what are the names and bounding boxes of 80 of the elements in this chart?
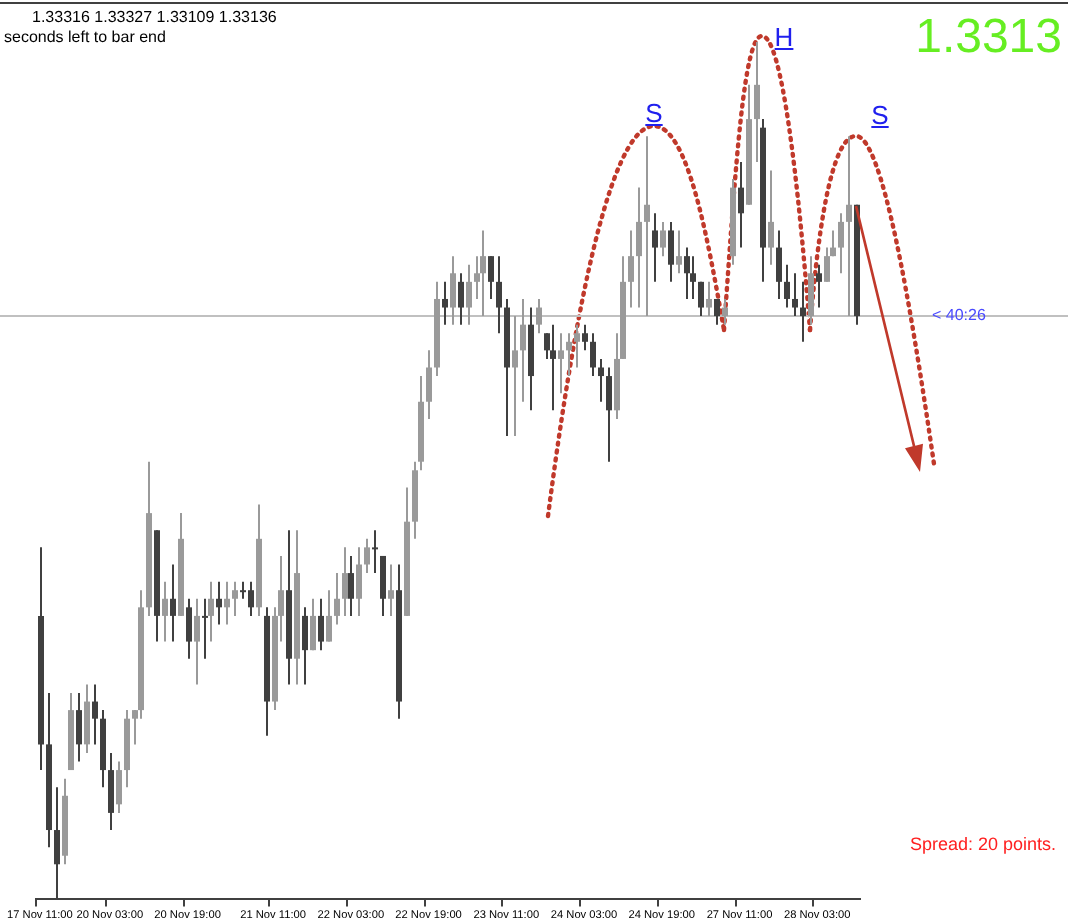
candlestick [768, 169, 774, 266]
candlestick [480, 229, 486, 318]
candlestick [194, 597, 200, 686]
candlestick [838, 212, 844, 275]
candlestick [224, 580, 230, 626]
candlestick [356, 546, 362, 617]
candlestick [644, 135, 650, 318]
candlestick [162, 580, 168, 643]
candlestick [606, 366, 612, 463]
candlestick [348, 554, 354, 617]
text: Spread: 20 points. [909, 834, 1056, 854]
candlestick [574, 323, 580, 369]
candlestick [170, 563, 176, 643]
candlestick [364, 537, 370, 575]
candlestick [558, 332, 564, 395]
text: 1.33316 1.33327 1.33109 1.33136 [32, 8, 278, 26]
candlestick [598, 357, 604, 403]
annotation: seconds left to bar end [4, 28, 166, 46]
candlestick [792, 272, 798, 318]
candlestick [442, 280, 448, 326]
candlestick [116, 760, 122, 814]
candlestick [590, 332, 596, 378]
candlestick [722, 297, 728, 326]
candlestick [310, 597, 316, 652]
candlestick [76, 691, 82, 763]
candlestick [520, 297, 526, 403]
candlestick [660, 220, 666, 258]
candlestick [326, 589, 332, 643]
candlestick [636, 186, 642, 309]
candlestick [566, 332, 572, 378]
candlestick [84, 683, 90, 754]
candlestick [488, 255, 494, 300]
candlestick [388, 563, 394, 617]
candlestick [108, 751, 114, 832]
candlestick [202, 597, 208, 660]
candlestick [496, 255, 502, 335]
candlestick [668, 220, 674, 283]
text: 1.3313 [915, 10, 1062, 64]
candlestick [342, 546, 348, 617]
candlestick [216, 580, 222, 626]
candlestick [754, 41, 760, 163]
candlestick [738, 160, 744, 249]
candlestick [824, 246, 830, 283]
candlestick [318, 597, 324, 652]
candlestick [550, 323, 556, 412]
candlestick [706, 280, 712, 318]
candlestick [334, 572, 340, 626]
candlestick [582, 323, 588, 352]
candlestick [652, 212, 658, 283]
candlestick [186, 597, 192, 660]
candlestick [466, 263, 472, 326]
candlestick [808, 255, 814, 326]
candlestick [426, 349, 432, 420]
candlestick [208, 580, 214, 643]
candlestick [714, 297, 720, 326]
candlestick [830, 229, 836, 258]
candlestick [628, 229, 634, 309]
text: S [871, 100, 889, 130]
candlestick [248, 580, 254, 617]
candlestick [512, 315, 518, 438]
candlestick [92, 683, 98, 746]
text: < 40:26 [932, 306, 987, 324]
candlestick [302, 606, 308, 686]
candlestick [800, 280, 806, 343]
candlestick [816, 263, 822, 309]
annotation: H [774, 22, 794, 52]
candlestick [232, 580, 238, 617]
candlestick [684, 246, 690, 300]
candlestick [784, 263, 790, 309]
candlestick [536, 297, 542, 335]
candlestick [776, 229, 782, 300]
candlestick [676, 229, 682, 275]
candlestick [450, 255, 456, 326]
candlestick [372, 529, 378, 575]
candlestick [698, 280, 704, 318]
candlestick [846, 135, 852, 318]
candlestick [380, 554, 386, 617]
candlestick [690, 255, 696, 300]
candlestick [458, 272, 464, 326]
annotation: S [645, 98, 663, 128]
